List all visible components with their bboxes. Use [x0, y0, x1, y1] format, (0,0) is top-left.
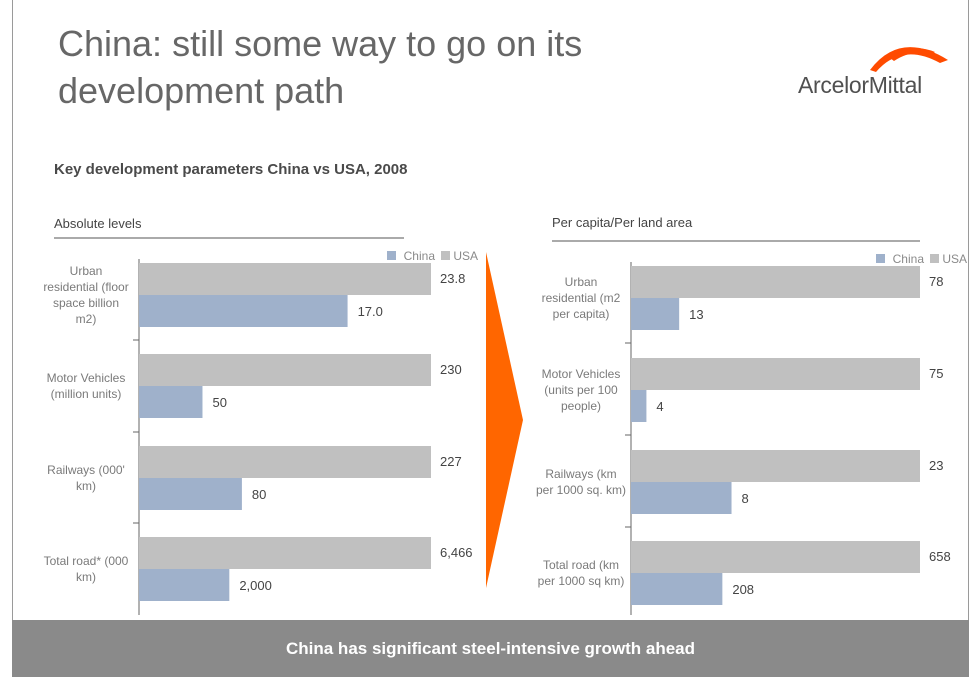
chart1-category-label-1-line-3: space billion	[53, 296, 119, 310]
chart2-bar-china-2	[631, 390, 647, 422]
chart1-category-label-2-line-1: Motor Vehicles	[47, 371, 126, 385]
chart2-label-china-2: 4	[656, 399, 663, 414]
chart1-label-usa-2: 230	[440, 362, 462, 377]
chart1-bar-usa-4	[139, 537, 431, 569]
chart2-category-label-4-line-1: Total road (km	[543, 558, 619, 572]
chart1-legend-usa-swatch	[441, 251, 450, 260]
chart1-label-usa-4: 6,466	[440, 545, 473, 560]
logo-text: ArcelorMittal	[798, 72, 922, 98]
chart1-category-label-1-line-1: Urban	[70, 264, 103, 278]
slide-frame-left	[12, 0, 13, 620]
charts-canvas: Absolute levels USA China 23.8 17.0 Urban resi…	[43, 215, 967, 615]
chart1-bar-usa-1	[139, 263, 431, 295]
chart2-category-label-1-line-1: Urban	[565, 275, 598, 289]
chart1-bar-usa-2	[139, 354, 431, 386]
chart2-bar-usa-4	[631, 541, 920, 573]
arcelormittal-logo: ArcelorMittal	[790, 28, 960, 108]
chart2-label-usa-1: 78	[929, 274, 943, 289]
chart1-label-china-4: 2,000	[239, 578, 272, 593]
chart1-label-china-3: 80	[252, 487, 266, 502]
chart1-category-label-3-line-1: Railways (000'	[47, 463, 125, 477]
chart2-category-label-3-line-1: Railways (km	[545, 467, 616, 481]
chart2-label-usa-3: 23	[929, 458, 943, 473]
chart1-label-usa-3: 227	[440, 454, 462, 469]
chart1-legend-usa-label: USA	[453, 249, 478, 263]
chart1-title: Absolute levels	[54, 216, 142, 231]
chart1-category-label-3-line-2: km)	[76, 479, 96, 493]
chart2-label-china-1: 13	[689, 307, 703, 322]
chart2-bar-china-4	[631, 573, 723, 605]
slide-frame-right	[968, 0, 969, 620]
chart2-bar-china-3	[631, 482, 732, 514]
chart2-category-label-3-line-2: per 1000 sq. km)	[536, 483, 626, 497]
chart1-category-label-1-line-4: m2)	[76, 312, 97, 326]
chart1-bar-china-3	[139, 478, 242, 510]
chart2-legend-usa-swatch	[930, 254, 939, 263]
chart2-legend-china-swatch	[876, 254, 885, 263]
chart2-label-usa-4: 658	[929, 549, 951, 564]
chart2-bar-usa-3	[631, 450, 920, 482]
footer-banner: China has significant steel-intensive gr…	[12, 620, 969, 677]
chart2-category-label-2-line-2: (units per 100	[544, 383, 618, 397]
chart1-bar-usa-3	[139, 446, 431, 478]
chart1-category-label-4-line-1: Total road* (000	[44, 554, 129, 568]
chart-subtitle: Key development parameters China vs USA,…	[54, 161, 408, 178]
chart2-category-label-1-line-3: per capita)	[553, 307, 610, 321]
logo-swoosh-icon	[870, 47, 948, 72]
chart1-category-label-2-line-2: (million units)	[51, 387, 122, 401]
chart2-label-china-3: 8	[742, 491, 749, 506]
chart1-bar-china-4	[139, 569, 230, 601]
transition-arrow-icon	[486, 252, 523, 588]
chart2-label-usa-2: 75	[929, 366, 943, 381]
chart2-category-label-2-line-1: Motor Vehicles	[542, 367, 621, 381]
chart1-label-china-1: 17.0	[358, 304, 383, 319]
chart2-category-label-4-line-2: per 1000 sq km)	[538, 574, 625, 588]
chart2-legend-usa-label: USA	[942, 252, 967, 266]
chart2-category-label-1-line-2: residential (m2	[542, 291, 621, 305]
chart1-label-usa-1: 23.8	[440, 271, 465, 286]
chart1-bar-china-1	[139, 295, 348, 327]
chart1-legend-china-swatch	[387, 251, 396, 260]
chart2-bar-china-1	[631, 298, 680, 330]
chart1-legend-china-label: China	[404, 249, 436, 263]
footer-text: China has significant steel-intensive gr…	[285, 639, 696, 658]
chart2-label-china-4: 208	[732, 582, 754, 597]
chart2-bar-usa-1	[631, 266, 920, 298]
chart1-label-china-2: 50	[212, 395, 226, 410]
chart1-category-label-4-line-2: km)	[76, 570, 96, 584]
slide-title: China: still some way to go on its devel…	[58, 23, 583, 111]
chart2-legend-china-label: China	[893, 252, 925, 266]
chart1-bar-china-2	[139, 386, 203, 418]
chart2-bar-usa-2	[631, 358, 920, 390]
chart2-category-label-2-line-3: people)	[561, 399, 601, 413]
chart1-category-label-1-line-2: residential (floor	[43, 280, 128, 294]
chart2-title: Per capita/Per land area	[552, 215, 693, 230]
